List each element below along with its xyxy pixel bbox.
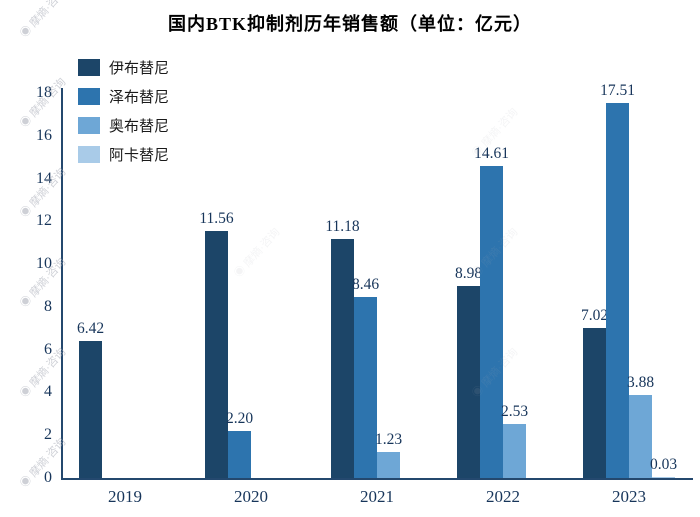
legend-swatch-icon	[78, 88, 100, 105]
bar-value-label: 6.42	[76, 319, 105, 337]
x-tick-label: 2021	[360, 487, 394, 506]
x-tick-label: 2020	[234, 487, 268, 506]
bar	[354, 297, 377, 478]
bar-value-label: 8.98	[454, 264, 483, 282]
legend-item: 伊布替尼	[78, 53, 169, 82]
bar-value-label: 3.88	[626, 374, 655, 391]
y-tick-label: 6	[44, 340, 52, 358]
y-tick-label: 16	[36, 126, 52, 144]
bar-value-label: 11.56	[199, 209, 234, 227]
y-tick-label: 10	[36, 255, 52, 273]
bar	[331, 238, 354, 478]
legend-item: 阿卡替尼	[78, 140, 169, 169]
y-tick-label: 18	[36, 84, 52, 101]
x-tick-label: 2023	[612, 487, 646, 506]
y-axis-line	[61, 88, 63, 479]
legend-item: 泽布替尼	[78, 82, 169, 111]
bar-value-label: 1.23	[374, 430, 403, 448]
legend-label: 泽布替尼	[109, 90, 170, 106]
bar	[503, 423, 526, 478]
y-tick-label: 4	[44, 383, 52, 401]
bar-value-label: 2.20	[225, 409, 254, 427]
bar-value-label: 17.51	[600, 82, 635, 100]
x-axis-line	[61, 478, 693, 480]
legend-label: 阿卡替尼	[109, 148, 170, 164]
bar	[377, 451, 400, 478]
legend-label: 伊布替尼	[109, 61, 170, 77]
legend-item: 奥布替尼	[78, 111, 169, 140]
bar	[629, 395, 652, 478]
chart-title: 国内BTK抑制剂历年销售额（单位：亿元）	[167, 14, 532, 34]
bar	[79, 340, 102, 478]
bar	[480, 165, 503, 478]
bar-value-label: 11.18	[325, 217, 360, 235]
y-tick-label: 0	[44, 469, 52, 486]
y-tick-label: 8	[44, 297, 52, 315]
bar	[606, 103, 629, 478]
bar	[583, 327, 606, 478]
legend-swatch-icon	[78, 117, 100, 134]
x-tick-label: 2022	[486, 487, 520, 506]
y-tick-label: 12	[36, 212, 52, 230]
x-tick-label: 2019	[108, 487, 142, 506]
bar-value-label: 8.46	[351, 276, 380, 294]
legend: 伊布替尼泽布替尼奥布替尼阿卡替尼	[78, 53, 169, 169]
bar	[205, 230, 228, 478]
y-tick-label: 2	[44, 426, 52, 444]
bar-value-label: 2.53	[500, 402, 529, 420]
watermark: ◉ 摩熵·咨询	[18, 0, 69, 41]
bar-value-label: 14.61	[474, 144, 509, 162]
bar-value-label: 0.03	[649, 455, 678, 473]
y-tick-label: 14	[36, 169, 52, 187]
bar-value-label: 7.02	[580, 306, 609, 324]
legend-swatch-icon	[78, 146, 100, 163]
legend-swatch-icon	[78, 59, 100, 76]
legend-label: 奥布替尼	[109, 119, 170, 135]
watermark: ◉ 摩熵·咨询	[232, 226, 283, 281]
bar	[652, 476, 675, 478]
bar	[457, 285, 480, 478]
bar	[228, 430, 251, 478]
